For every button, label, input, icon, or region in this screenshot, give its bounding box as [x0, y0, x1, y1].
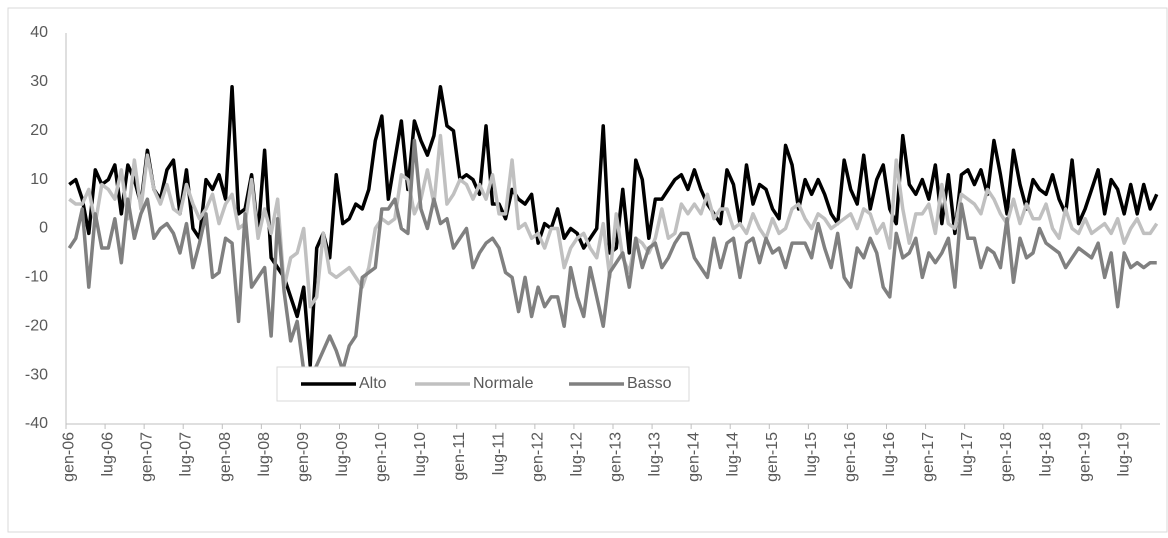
- x-tick-label: gen-14: [686, 432, 703, 482]
- x-tick-label: gen-09: [295, 432, 312, 482]
- x-tick-label: lug-18: [1037, 432, 1054, 477]
- y-tick-label: 10: [30, 171, 48, 188]
- chart-frame: [7, 7, 1168, 533]
- x-tick-label: lug-19: [1115, 432, 1132, 477]
- legend-label: Normale: [473, 375, 534, 392]
- x-tick-label: lug-10: [412, 432, 429, 477]
- x-tick-label: gen-16: [842, 432, 859, 482]
- x-tick-label: lug-14: [725, 432, 742, 477]
- x-tick-label: lug-17: [959, 432, 976, 477]
- x-tick-label: gen-19: [1076, 432, 1093, 482]
- x-tick-label: gen-08: [217, 432, 234, 482]
- y-tick-label: 0: [39, 220, 48, 237]
- x-tick-label: gen-10: [373, 432, 390, 482]
- x-tick-label: gen-17: [920, 432, 937, 482]
- legend-label: Basso: [627, 375, 672, 392]
- y-tick-label: -10: [25, 269, 48, 286]
- x-tick-label: gen-13: [607, 432, 624, 482]
- series-line: [68, 133, 1159, 309]
- x-tick-label: lug-07: [178, 432, 195, 477]
- x-tick-label: gen-18: [998, 432, 1015, 482]
- x-tick-label: gen-07: [139, 432, 156, 482]
- x-tick-label: lug-15: [803, 432, 820, 477]
- x-tick-label: gen-15: [764, 432, 781, 482]
- x-tick-label: gen-11: [451, 432, 468, 481]
- y-tick-label: -30: [25, 366, 48, 383]
- y-tick-label: -40: [25, 415, 48, 432]
- x-tick-label: gen-06: [60, 432, 77, 482]
- x-tick-label: lug-13: [647, 432, 664, 477]
- x-tick-label: gen-12: [529, 432, 546, 482]
- x-tick-label: lug-06: [100, 432, 117, 477]
- x-tick-label: lug-11: [490, 432, 507, 475]
- y-tick-label: 20: [30, 122, 48, 139]
- series-line: [67, 138, 1157, 382]
- y-tick-label: 40: [30, 24, 48, 41]
- y-tick-label: 30: [30, 73, 48, 90]
- y-tick-label: -20: [25, 317, 48, 334]
- x-tick-label: lug-08: [256, 432, 273, 477]
- x-tick-label: lug-09: [334, 432, 351, 477]
- x-tick-label: lug-12: [568, 432, 585, 477]
- legend-label: Alto: [359, 375, 387, 392]
- x-tick-label: lug-16: [881, 432, 898, 477]
